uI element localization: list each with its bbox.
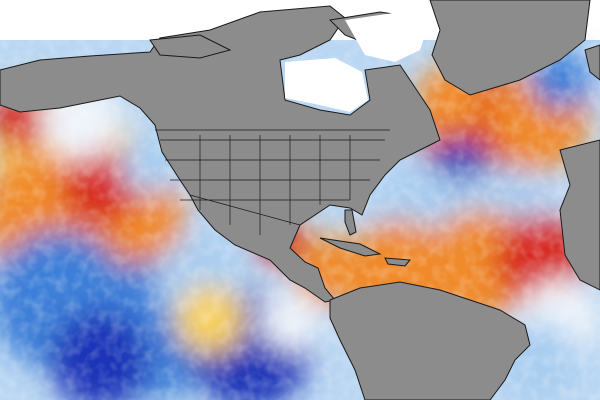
europe-africa (559, 44, 600, 291)
florida (344, 209, 357, 236)
greenland (429, 0, 591, 96)
cuba-islands (319, 237, 412, 267)
state-borders (155, 129, 390, 235)
south-america (329, 281, 531, 400)
sea-ice (285, 12, 430, 112)
